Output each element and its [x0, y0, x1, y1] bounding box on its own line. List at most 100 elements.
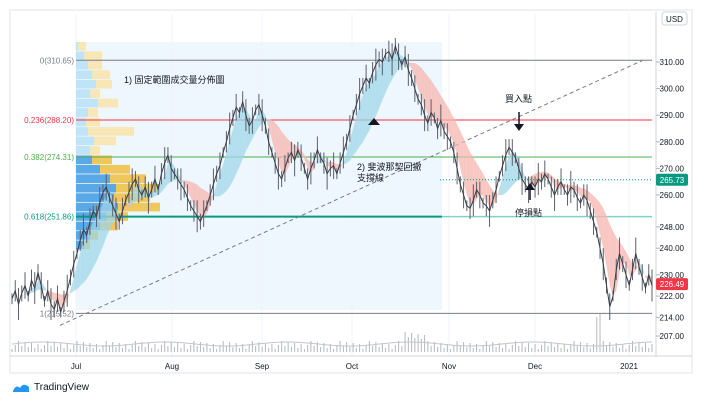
volume-profile-buy-bar [76, 221, 100, 231]
ribbon-segment [184, 180, 188, 191]
ribbon-segment [408, 62, 412, 69]
x-tick-label: 2021 [620, 362, 638, 371]
ribbon-segment [164, 163, 168, 188]
ribbon-segment [128, 192, 133, 208]
ribbon-segment [544, 171, 549, 179]
ribbon-segment [76, 252, 81, 290]
x-tick-label: Jul [71, 362, 81, 371]
ribbon-segment [470, 151, 474, 205]
ribbon-segment [93, 216, 97, 268]
ribbon-segment [340, 163, 344, 168]
volume-profile-buy-bar [76, 174, 110, 184]
ribbon-segment [210, 194, 214, 205]
brand-name: TradingView [34, 381, 90, 393]
support-trend-line[interactable] [59, 60, 643, 326]
ribbon-segment [252, 118, 256, 139]
volume-profile-sell-bar [88, 127, 134, 136]
price-badge [656, 278, 688, 291]
ribbon-segment [268, 119, 272, 141]
x-tick-label: Aug [165, 362, 179, 371]
price-badges: 265.73 226.49 [440, 173, 688, 291]
y-tick-label: 222.00 [660, 292, 685, 301]
volume-profile-sell-bar [92, 155, 112, 165]
ribbon-segment [242, 107, 246, 159]
y-tick-label: 280.00 [660, 138, 685, 147]
ribbon-segment [440, 95, 445, 127]
volume-profile-sell-bar [84, 51, 102, 61]
ribbon-segment [343, 152, 347, 165]
ribbon-segment [180, 179, 185, 185]
ribbon-segment [427, 76, 432, 117]
ribbon-segment [463, 138, 467, 196]
ribbon-segment [203, 189, 207, 218]
x-tick-label: Oct [346, 362, 359, 371]
ribbon-segment [388, 54, 393, 86]
volume-profile-buy-bar [76, 127, 88, 136]
volume-profile-buy-bar [76, 60, 88, 70]
ribbon-segment [424, 71, 428, 115]
ribbon-segment [548, 172, 552, 180]
fib-level-label: 0.382(274.31) [24, 153, 74, 162]
ribbon-segment [89, 222, 94, 274]
ribbon-segment [353, 116, 357, 156]
y-tick-label: 290.00 [660, 111, 685, 120]
fib-level-label: 0.618(251.86) [24, 213, 74, 222]
volume-ma-line [11, 341, 653, 347]
volume-profile-sell-bar [92, 70, 110, 80]
ribbon-segment [232, 117, 237, 181]
annotation-up-arrow-icon [368, 118, 380, 125]
ribbon-segment [301, 150, 305, 159]
ribbon-segment [596, 199, 601, 235]
ribbon-segment [99, 203, 103, 254]
annotation-volume-profile: 1) 固定範圍成交量分佈圖 [124, 74, 225, 85]
ribbon-segment [366, 82, 370, 137]
ribbon-segment [626, 251, 630, 275]
volume-profile-buy-bar [76, 136, 94, 146]
volume-profile-buy-bar [76, 202, 118, 212]
ribbon-segment [486, 179, 490, 207]
ribbon-segment [577, 186, 581, 197]
currency-button[interactable]: USD [661, 11, 688, 26]
y-tick-label: 300.00 [660, 85, 685, 94]
ribbon-segment [499, 177, 503, 196]
ribbon-segment [297, 146, 302, 156]
currency-button-label: USD [666, 15, 683, 24]
brand[interactable]: TradingView [12, 381, 89, 393]
ribbon-segment [288, 139, 292, 169]
ribbon-segment [639, 263, 643, 273]
ribbon-segment [102, 194, 107, 247]
ribbon-segment [197, 184, 201, 217]
ribbon-segment [275, 122, 279, 164]
ribbon-segment [187, 180, 191, 198]
volume-profile-sell-bar [94, 136, 116, 146]
volume-profile-sell-bar [88, 60, 102, 70]
ribbon-segment [372, 73, 376, 124]
ribbon-segment [444, 100, 448, 130]
ribbon-segment [359, 94, 363, 147]
fib-level-label: 0(310.65) [40, 56, 75, 65]
ribbon-segment [450, 111, 454, 144]
ribbon-segment [213, 184, 217, 197]
ribbon-segment [122, 210, 126, 216]
ribbon-segment [31, 287, 35, 293]
price-line[interactable] [11, 44, 653, 314]
x-tick-label: Sep [255, 362, 270, 371]
volume-profile-buy-bar [76, 42, 78, 51]
volume-profile-sell-bar [90, 89, 100, 98]
y-tick-label: 270.00 [660, 164, 685, 173]
ribbon-segment [21, 294, 25, 297]
ribbon-segment [600, 202, 604, 249]
ribbon-segment [86, 228, 90, 280]
y-tick-label: 230.00 [660, 271, 685, 280]
buy-down-arrow-icon [514, 124, 524, 131]
ribbon-segment [219, 163, 224, 196]
volume-profile-sell-bar [88, 108, 98, 117]
ribbon-segment [80, 241, 84, 286]
ribbon-segment [505, 155, 510, 193]
ribbon-segment [385, 55, 389, 93]
ribbon-segment [502, 165, 506, 196]
ribbon-segment [109, 192, 113, 230]
fib-level-label: 0.236(288.20) [24, 116, 74, 125]
ribbon-segment [414, 63, 419, 89]
